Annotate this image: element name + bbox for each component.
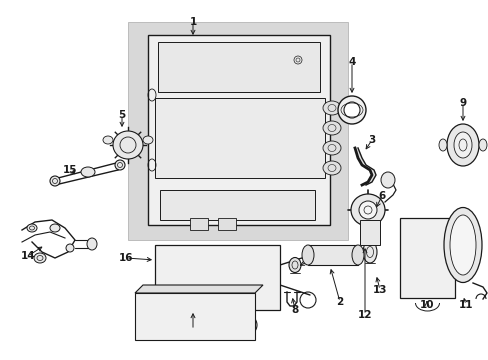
Bar: [399, 218, 454, 298]
Ellipse shape: [358, 201, 376, 219]
Text: 9: 9: [459, 98, 466, 108]
Bar: [190, 218, 207, 230]
Text: 14: 14: [20, 251, 35, 261]
Text: 10: 10: [419, 300, 433, 310]
Ellipse shape: [343, 102, 359, 118]
Text: 17: 17: [185, 325, 200, 335]
Ellipse shape: [323, 101, 340, 115]
Ellipse shape: [323, 161, 340, 175]
Ellipse shape: [380, 172, 394, 188]
Ellipse shape: [446, 124, 478, 166]
Ellipse shape: [103, 136, 113, 144]
Ellipse shape: [478, 139, 486, 151]
Polygon shape: [135, 285, 263, 293]
Bar: [158, 42, 319, 92]
Ellipse shape: [142, 136, 153, 144]
Ellipse shape: [34, 253, 46, 263]
Text: 1: 1: [189, 17, 196, 27]
Ellipse shape: [288, 257, 301, 273]
Text: 15: 15: [62, 165, 77, 175]
Polygon shape: [128, 22, 347, 240]
Text: 5: 5: [118, 110, 125, 120]
Ellipse shape: [50, 224, 60, 232]
Text: 8: 8: [291, 305, 298, 315]
Ellipse shape: [113, 131, 142, 159]
Text: 7: 7: [303, 257, 310, 267]
Ellipse shape: [443, 207, 481, 283]
Polygon shape: [354, 148, 375, 185]
Ellipse shape: [362, 241, 376, 263]
Ellipse shape: [87, 238, 97, 250]
Ellipse shape: [453, 132, 471, 158]
Ellipse shape: [323, 141, 340, 155]
Polygon shape: [148, 35, 329, 225]
Text: 11: 11: [458, 300, 472, 310]
Text: 4: 4: [347, 57, 355, 67]
Bar: [155, 98, 325, 178]
Ellipse shape: [350, 194, 384, 226]
Ellipse shape: [323, 121, 340, 135]
Text: 13: 13: [372, 285, 386, 295]
Ellipse shape: [351, 245, 363, 265]
Bar: [218, 218, 236, 230]
Text: 16: 16: [119, 253, 133, 263]
Bar: [307, 245, 357, 265]
Ellipse shape: [50, 176, 60, 186]
Bar: [359, 220, 379, 245]
Ellipse shape: [438, 139, 446, 151]
Polygon shape: [135, 293, 254, 340]
Ellipse shape: [449, 215, 475, 275]
Text: 6: 6: [378, 191, 385, 201]
Ellipse shape: [27, 224, 37, 232]
Ellipse shape: [115, 160, 125, 170]
Ellipse shape: [66, 244, 74, 252]
Text: 2: 2: [336, 297, 343, 307]
Ellipse shape: [302, 245, 313, 265]
Bar: [155, 245, 280, 310]
Ellipse shape: [81, 167, 95, 177]
Text: 3: 3: [367, 135, 375, 145]
Bar: [160, 190, 314, 220]
Text: 12: 12: [357, 310, 371, 320]
Ellipse shape: [337, 96, 365, 124]
